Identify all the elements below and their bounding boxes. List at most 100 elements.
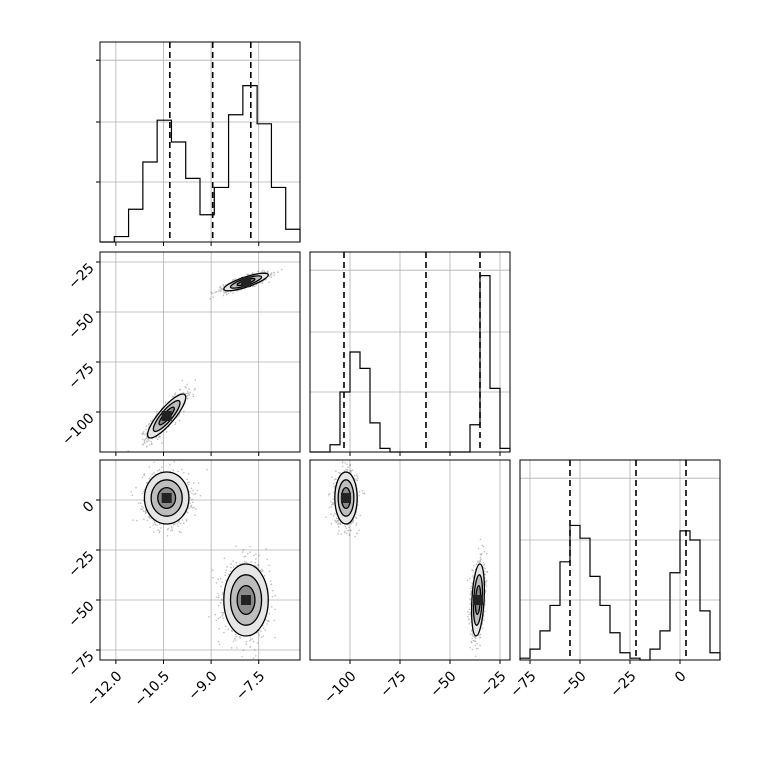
scatter-point [473,636,476,638]
scatter-point [215,619,218,622]
scatter-point [479,553,482,555]
scatter-point [192,489,194,492]
scatter-point [332,482,335,485]
scatter-point [344,525,346,528]
scatter-point [174,392,176,395]
scatter-point [188,481,190,484]
scatter-point [466,611,469,613]
scatter-point [252,640,255,643]
scatter-point [222,617,225,619]
scatter-point [225,291,228,294]
scatter-point [339,523,342,526]
scatter-point [466,579,469,582]
scatter-point [268,281,270,284]
scatter-point [327,493,330,496]
scatter-point [149,517,151,519]
scatter-point [254,561,256,564]
scatter-point [146,440,148,443]
scatter-point [249,638,252,641]
scatter-point [222,285,225,288]
scatter-point [145,437,148,440]
scatter-point [224,291,226,293]
scatter-point [238,636,241,638]
scatter-point [336,519,339,522]
scatter-point [148,477,151,480]
scatter-point [337,471,340,474]
scatter-point [173,460,176,463]
scatter-point [337,533,339,535]
scatter-point [344,531,346,534]
scatter-point [191,492,193,495]
scatter-point [264,629,267,632]
scatter-point [266,623,268,625]
scatter-point [174,523,176,525]
scatter-point [356,479,359,482]
scatter-point [280,268,283,271]
scatter-point [255,283,258,286]
scatter-panel-0 [127,268,283,452]
scatter-point [144,438,146,441]
scatter-point [334,519,336,522]
scatter-point [357,477,359,480]
scatter-point [186,478,188,480]
scatter-point [470,641,473,644]
scatter-point [215,582,218,584]
scatter-point [262,569,264,572]
scatter-point [181,519,184,521]
scatter-point [222,284,225,286]
scatter-point [225,569,227,571]
scatter-point [171,396,174,398]
scatter-point [236,290,238,292]
scatter-point [220,287,223,290]
scatter-point [332,514,335,517]
scatter-point [356,532,358,535]
scatter-point [244,555,247,558]
scatter-point [479,538,482,541]
scatter-point [264,661,266,663]
scatter-point [146,519,149,522]
scatter-point [218,290,220,292]
scatter-point [345,468,348,471]
scatter-point [333,478,336,481]
scatter-point [481,544,484,547]
scatter-point [249,551,251,553]
scatter-point [352,521,354,523]
scatter-point [232,640,235,642]
scatter-point [227,628,229,630]
scatter-point [228,573,230,576]
scatter-point [218,289,220,292]
scatter-point [235,545,237,547]
scatter-point [178,388,181,391]
scatter-point [223,557,226,560]
scatter-point [148,422,151,425]
scatter-point [338,530,340,532]
scatter-point [339,523,342,525]
scatter-point [263,270,266,273]
scatter-point [252,285,255,287]
scatter-point [189,391,191,394]
scatter-point [222,611,225,614]
scatter-point [174,423,177,425]
scatter-point [186,511,189,514]
scatter-point [232,292,234,294]
scatter-point [211,569,214,571]
scatter-point [252,272,254,275]
scatter-point [225,293,228,296]
scatter-point [165,431,168,433]
scatter-point [185,518,188,521]
scatter-point [145,432,148,435]
scatter-point [141,476,144,479]
scatter-point [219,286,221,289]
scatter-point [170,525,173,528]
scatter-point [253,554,255,557]
scatter-point [261,269,264,271]
scatter-point [475,563,478,566]
scatter-point [217,641,220,643]
scatter-point [235,635,237,638]
scatter-point [335,517,338,520]
scatter-point [158,530,161,532]
scatter-point [194,514,196,517]
scatter-point [339,522,342,524]
scatter-point [130,491,132,493]
scatter-point [143,439,146,442]
